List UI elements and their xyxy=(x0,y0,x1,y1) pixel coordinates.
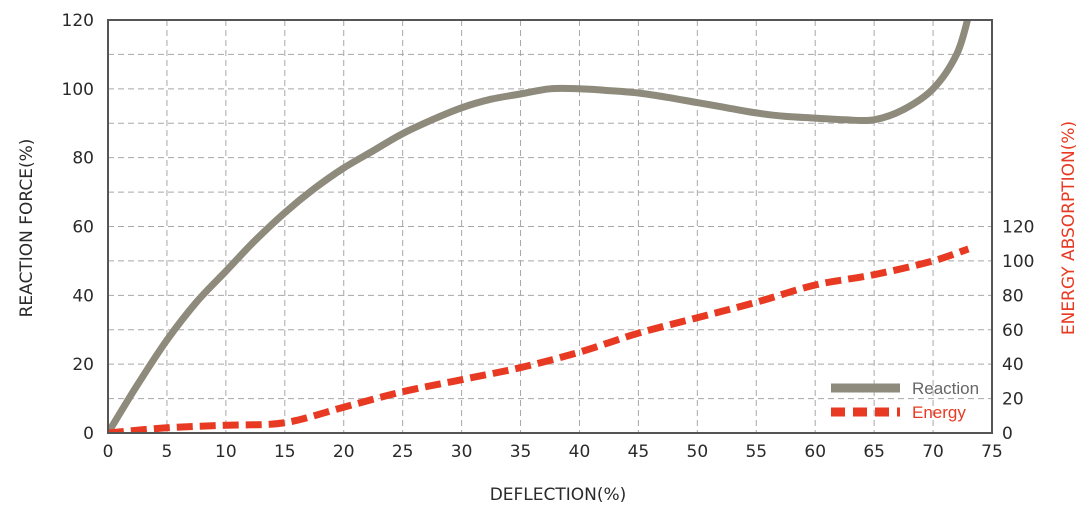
y-axis-title: REACTION FORCE(%) xyxy=(17,139,37,318)
x-tick-label: 75 xyxy=(981,442,1003,462)
y-tick-label: 120 xyxy=(62,11,94,31)
x-tick-label: 20 xyxy=(333,442,355,462)
y2-axis-ticks: 0 20 40 60 80 100 120 xyxy=(1002,218,1034,445)
y-tick-label: 20 xyxy=(72,355,94,375)
y2-axis-title: ENERGY ABSORPTION(%) xyxy=(1059,121,1079,335)
x-axis-title: DEFLECTION(%) xyxy=(490,485,627,505)
y2-tick-label: 40 xyxy=(1002,355,1024,375)
x-tick-label: 30 xyxy=(451,442,473,462)
series-line-energy xyxy=(108,245,970,433)
legend-label-energy: Energy xyxy=(912,403,966,422)
x-tick-label: 50 xyxy=(687,442,709,462)
plot-frame xyxy=(107,19,993,434)
y-tick-label: 100 xyxy=(62,80,94,100)
legend-label-reaction: Reaction xyxy=(912,379,979,398)
series-line-reaction xyxy=(108,20,972,433)
x-axis-ticks: 0 5 10 15 20 25 30 35 40 45 50 55 60 65 70 75 xyxy=(103,442,1003,462)
legend: Reaction Energy xyxy=(831,379,979,422)
x-tick-label: 10 xyxy=(215,442,237,462)
x-tick-label: 35 xyxy=(510,442,532,462)
grid xyxy=(108,20,992,433)
x-tick-label: 55 xyxy=(745,442,767,462)
series-layer xyxy=(108,20,972,433)
x-tick-label: 45 xyxy=(628,442,650,462)
y2-tick-label: 60 xyxy=(1002,321,1024,341)
x-tick-label: 65 xyxy=(863,442,885,462)
y2-tick-label: 100 xyxy=(1002,252,1034,272)
x-tick-label: 25 xyxy=(392,442,414,462)
y-tick-label: 40 xyxy=(72,286,94,306)
x-tick-label: 70 xyxy=(922,442,944,462)
y2-tick-label: 80 xyxy=(1002,286,1024,306)
y2-tick-label: 120 xyxy=(1002,218,1034,238)
x-tick-label: 60 xyxy=(804,442,826,462)
x-tick-label: 5 xyxy=(162,442,173,462)
x-tick-label: 40 xyxy=(569,442,591,462)
y-axis-ticks: 0 20 40 60 80 100 120 xyxy=(62,11,94,444)
x-tick-label: 15 xyxy=(274,442,296,462)
y2-tick-label: 0 xyxy=(1002,424,1013,444)
y-tick-label: 60 xyxy=(72,218,94,238)
x-tick-label: 0 xyxy=(103,442,114,462)
y2-tick-label: 20 xyxy=(1002,390,1024,410)
y-tick-label: 80 xyxy=(72,149,94,169)
y-tick-label: 0 xyxy=(83,424,94,444)
